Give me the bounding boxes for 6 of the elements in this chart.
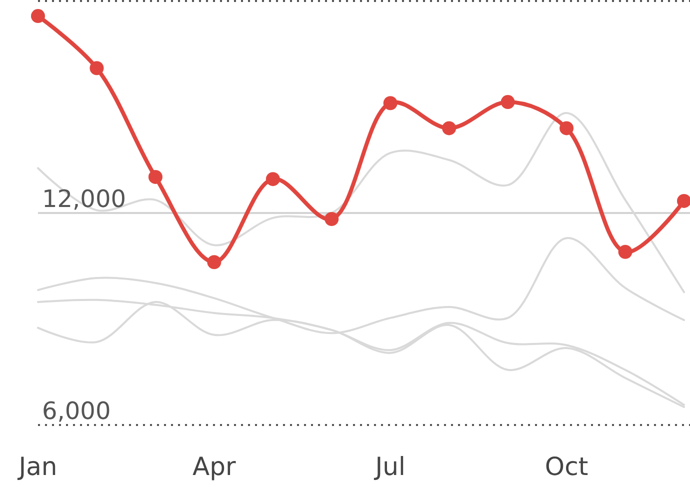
x-tick-label: Apr: [192, 452, 237, 481]
x-tick-label: Oct: [544, 452, 588, 481]
x-tick-label: Jul: [373, 452, 406, 481]
y-tick-label: 12,000: [42, 185, 126, 213]
x-tick-label: Jan: [16, 452, 58, 481]
y-tick-label: 6,000: [42, 397, 111, 425]
